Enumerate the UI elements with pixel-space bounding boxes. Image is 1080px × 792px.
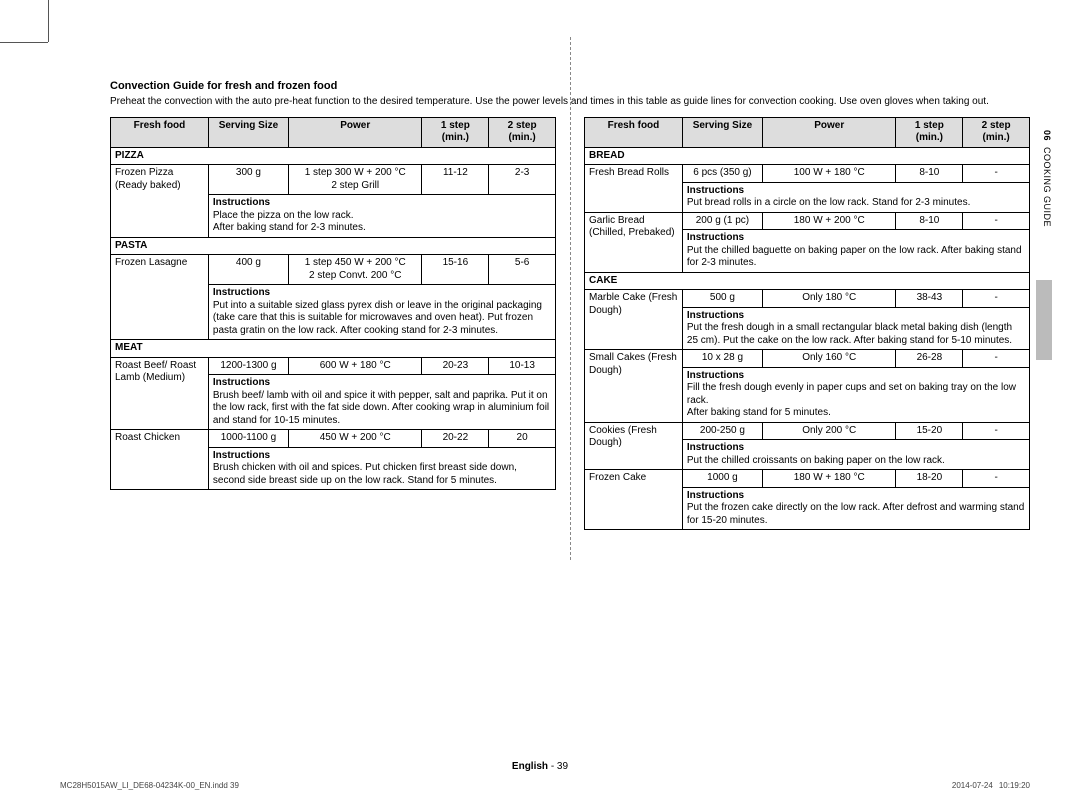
instructions: InstructionsPlace the pizza on the low r… <box>208 195 555 238</box>
left-column: Fresh food Serving Size Power 1 step (mi… <box>110 117 556 531</box>
crop-mark <box>48 0 49 42</box>
step2: 2-3 <box>489 165 556 195</box>
table-row: Frozen Cake 1000 g 180 W + 180 °C 18-20 … <box>585 470 1030 488</box>
instructions: InstructionsPut the chilled croissants o… <box>682 440 1029 470</box>
chapter-label: COOKING GUIDE <box>1042 147 1052 227</box>
chapter-number: 06 <box>1042 130 1052 141</box>
power: 450 W + 200 °C <box>288 430 422 448</box>
food-name: Frozen Lasagne <box>111 255 209 340</box>
food-name: Fresh Bread Rolls <box>585 165 683 213</box>
food-name: Roast Beef/ Roast Lamb (Medium) <box>111 357 209 430</box>
instructions: InstructionsPut the chilled baguette on … <box>682 230 1029 273</box>
section-bread: BREAD <box>585 147 1030 165</box>
instructions: InstructionsBrush chicken with oil and s… <box>208 447 555 490</box>
food-name: Frozen Cake <box>585 470 683 530</box>
two-column-layout: Fresh food Serving Size Power 1 step (mi… <box>110 117 1030 531</box>
section-pasta: PASTA <box>111 237 556 255</box>
section-cake: CAKE <box>585 272 1030 290</box>
col-2step: 2 step (min.) <box>489 117 556 147</box>
left-table: Fresh food Serving Size Power 1 step (mi… <box>110 117 556 491</box>
instructions: InstructionsPut the fresh dough in a sma… <box>682 307 1029 350</box>
col-1step: 1 step (min.) <box>896 117 963 147</box>
page-footer: English - 39 <box>0 761 1080 772</box>
crop-mark <box>0 42 48 43</box>
serving-size: 400 g <box>208 255 288 285</box>
table-header-row: Fresh food Serving Size Power 1 step (mi… <box>111 117 556 147</box>
food-name: Frozen Pizza (Ready baked) <box>111 165 209 238</box>
slug-timestamp: 2014-07-24 10:19:20 <box>952 781 1030 790</box>
step1: 15-16 <box>422 255 489 285</box>
section-pizza: PIZZA <box>111 147 556 165</box>
power: 600 W + 180 °C <box>288 357 422 375</box>
table-row: Small Cakes (Fresh Dough) 10 x 28 g Only… <box>585 350 1030 368</box>
instructions: InstructionsPut the frozen cake directly… <box>682 487 1029 530</box>
serving-size: 300 g <box>208 165 288 195</box>
table-row: Frozen Pizza (Ready baked) 300 g 1 step … <box>111 165 556 195</box>
section-meat: MEAT <box>111 340 556 358</box>
serving-size: 1200-1300 g <box>208 357 288 375</box>
step2: 20 <box>489 430 556 448</box>
step1: 20-23 <box>422 357 489 375</box>
instructions: InstructionsFill the fresh dough evenly … <box>682 367 1029 422</box>
instructions: InstructionsBrush beef/ lamb with oil an… <box>208 375 555 430</box>
col-fresh-food: Fresh food <box>111 117 209 147</box>
serving-size: 1000-1100 g <box>208 430 288 448</box>
food-name: Small Cakes (Fresh Dough) <box>585 350 683 423</box>
step1: 20-22 <box>422 430 489 448</box>
col-serving-size: Serving Size <box>682 117 762 147</box>
col-serving-size: Serving Size <box>208 117 288 147</box>
col-2step: 2 step (min.) <box>963 117 1030 147</box>
side-tab: 06 COOKING GUIDE <box>1036 130 1052 227</box>
food-name: Garlic Bread (Chilled, Prebaked) <box>585 212 683 272</box>
table-row: Frozen Lasagne 400 g 1 step 450 W + 200 … <box>111 255 556 285</box>
right-column: Fresh food Serving Size Power 1 step (mi… <box>584 117 1030 531</box>
col-power: Power <box>762 117 896 147</box>
food-name: Marble Cake (Fresh Dough) <box>585 290 683 350</box>
step1: 11-12 <box>422 165 489 195</box>
power: 1 step 450 W + 200 °C 2 step Convt. 200 … <box>288 255 422 285</box>
print-slug: MC28H5015AW_LI_DE68-04234K-00_EN.indd 39… <box>60 781 1030 790</box>
right-table: Fresh food Serving Size Power 1 step (mi… <box>584 117 1030 531</box>
col-power: Power <box>288 117 422 147</box>
table-row: Marble Cake (Fresh Dough) 500 g Only 180… <box>585 290 1030 308</box>
table-header-row: Fresh food Serving Size Power 1 step (mi… <box>585 117 1030 147</box>
instructions: InstructionsPut bread rolls in a circle … <box>682 182 1029 212</box>
page-content: Convection Guide for fresh and frozen fo… <box>110 80 1030 752</box>
table-row: Roast Chicken 1000-1100 g 450 W + 200 °C… <box>111 430 556 448</box>
footer-page: - 39 <box>551 761 568 772</box>
food-name: Roast Chicken <box>111 430 209 490</box>
col-1step: 1 step (min.) <box>422 117 489 147</box>
table-row: Fresh Bread Rolls 6 pcs (350 g) 100 W + … <box>585 165 1030 183</box>
instructions: InstructionsPut into a suitable sized gl… <box>208 285 555 340</box>
step2: 5-6 <box>489 255 556 285</box>
table-row: Cookies (Fresh Dough) 200-250 g Only 200… <box>585 422 1030 440</box>
table-row: Garlic Bread (Chilled, Prebaked) 200 g (… <box>585 212 1030 230</box>
power: 1 step 300 W + 200 °C 2 step Grill <box>288 165 422 195</box>
food-name: Cookies (Fresh Dough) <box>585 422 683 470</box>
slug-file: MC28H5015AW_LI_DE68-04234K-00_EN.indd 39 <box>60 781 239 790</box>
table-row: Roast Beef/ Roast Lamb (Medium) 1200-130… <box>111 357 556 375</box>
footer-lang: English <box>512 761 548 772</box>
side-grey-block <box>1036 280 1052 360</box>
step2: 10-13 <box>489 357 556 375</box>
col-fresh-food: Fresh food <box>585 117 683 147</box>
